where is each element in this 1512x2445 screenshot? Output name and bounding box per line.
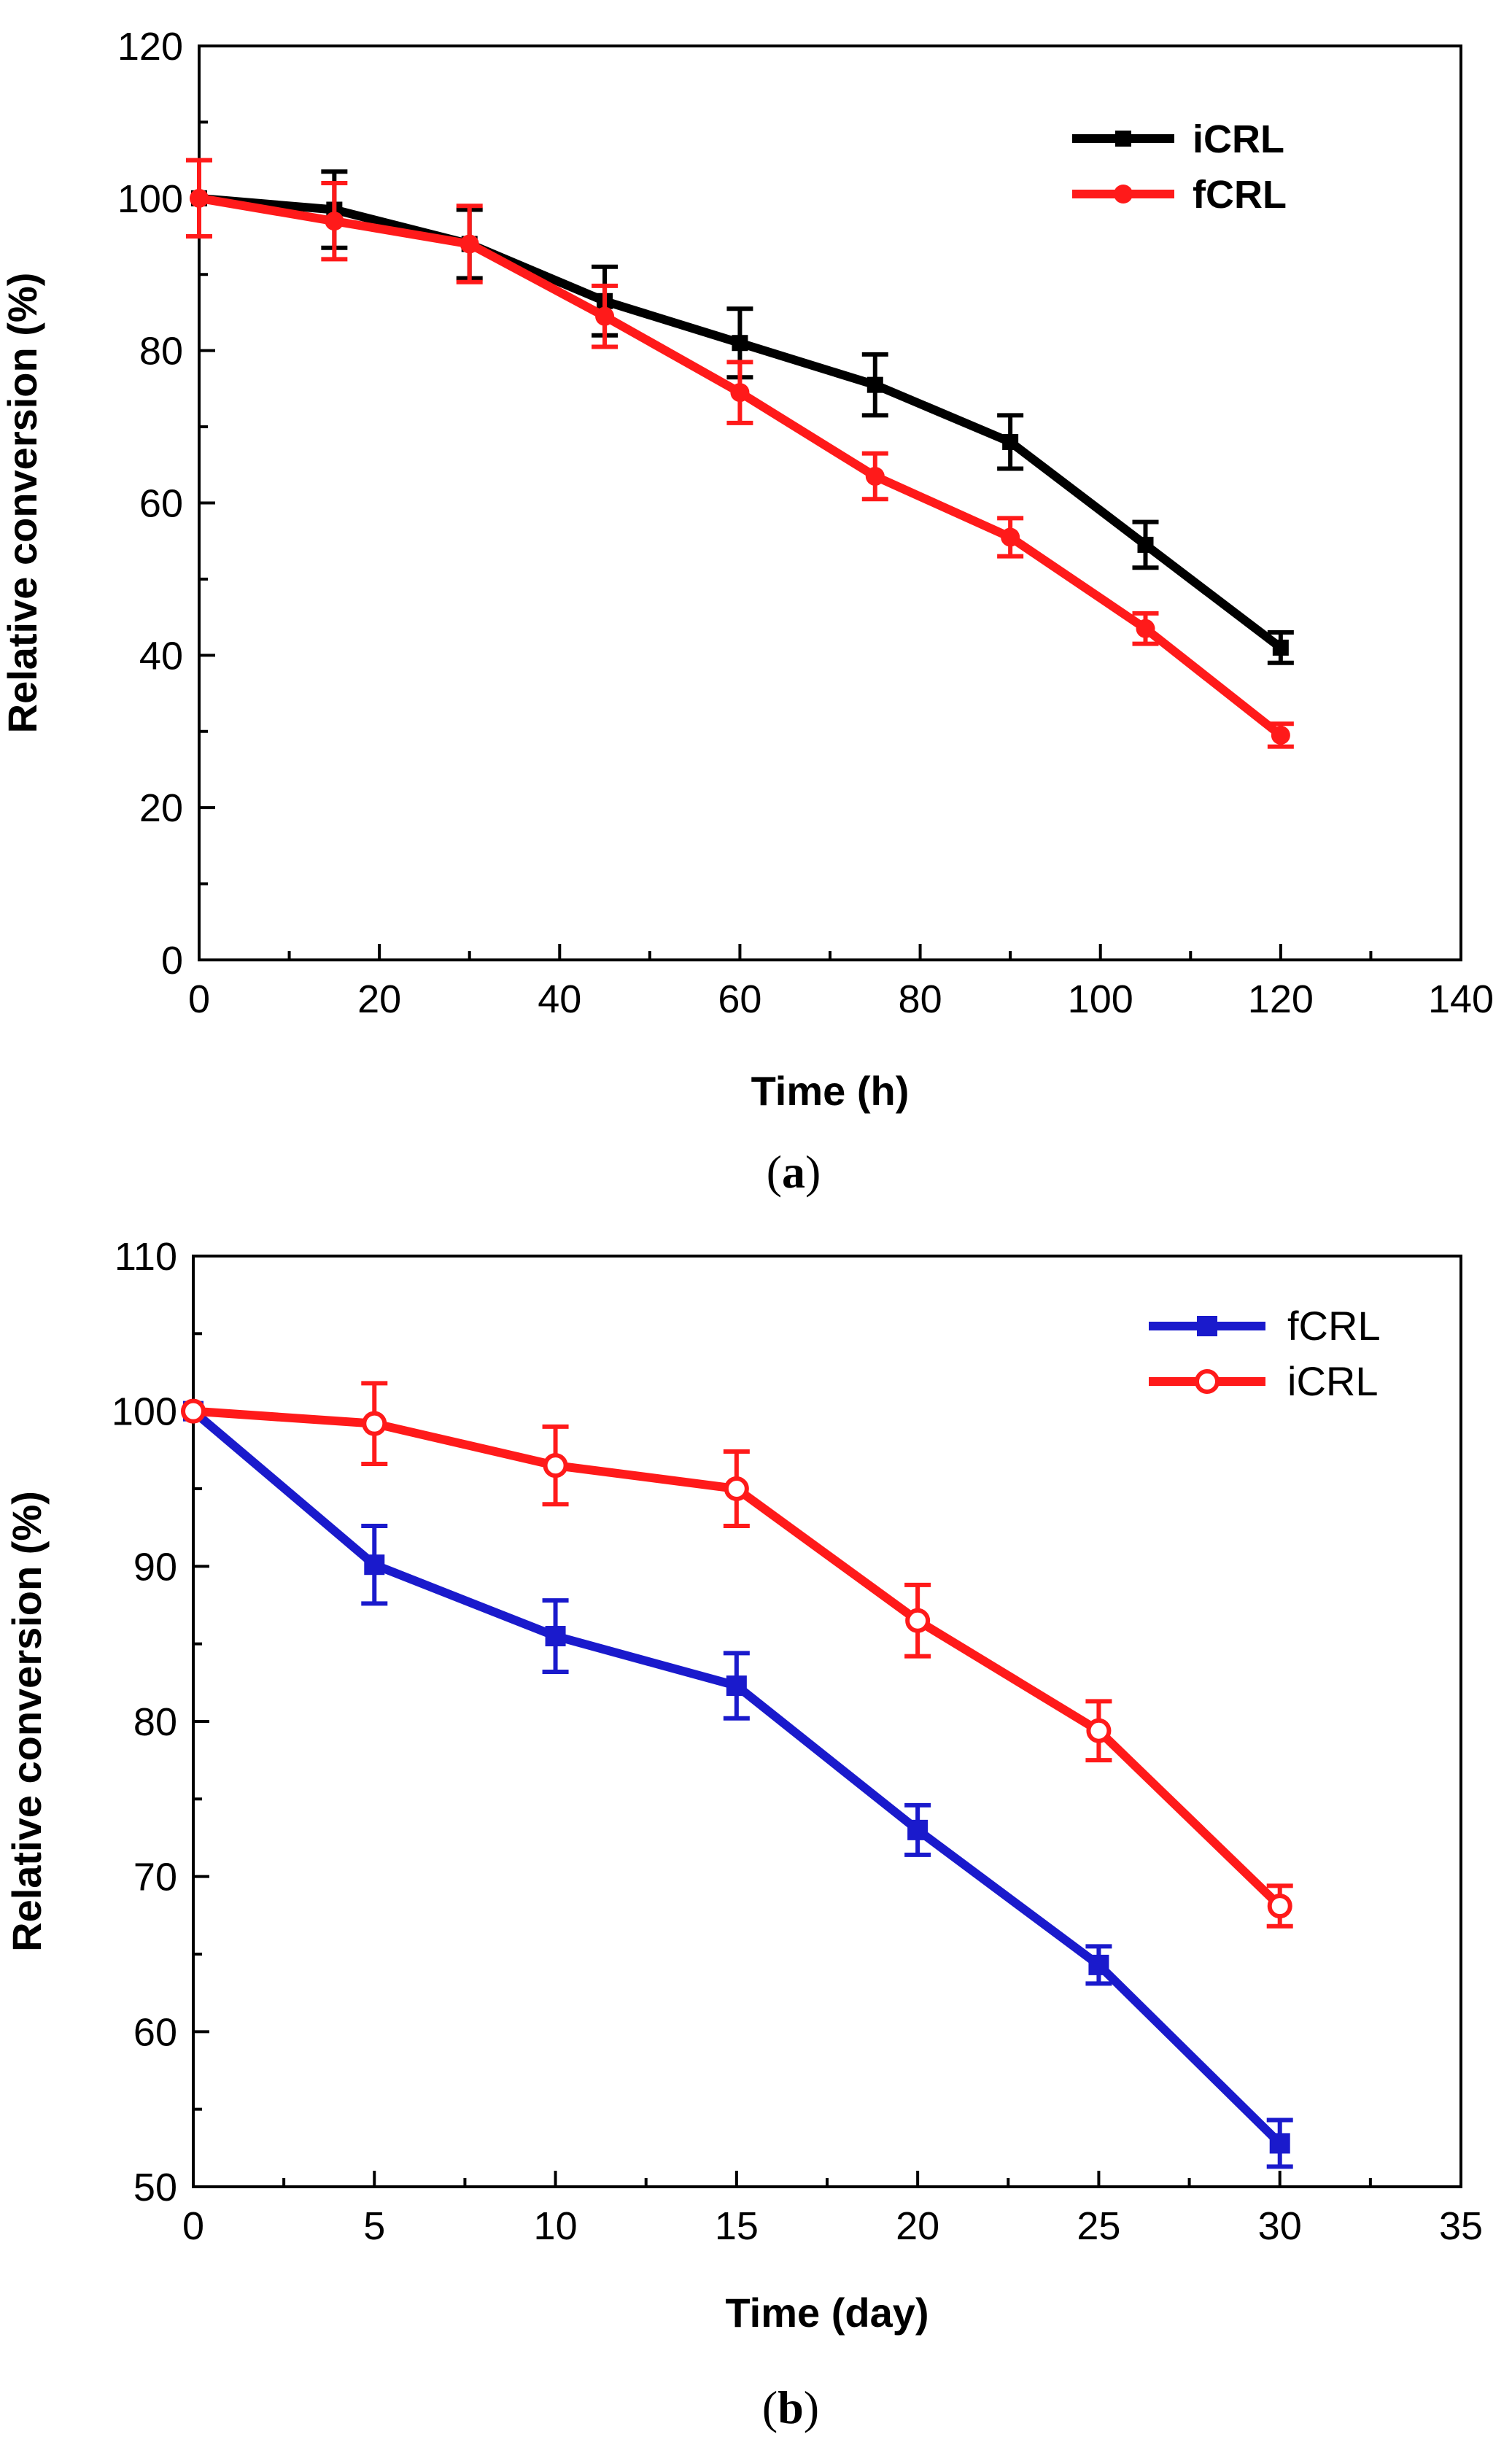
data-point [1267,1894,1292,1919]
data-point [905,1608,931,1633]
legend-entry-fcrl: fCRL [1072,173,1287,217]
data-point [1088,1954,1109,1975]
series-icrl [181,1381,1293,1929]
data-point [325,212,344,231]
data-point [1086,1718,1112,1743]
y-tick-label: 70 [133,1856,177,1899]
legend-entry-fcrl: fCRL [1149,1303,1381,1349]
x-tick-label: 10 [534,2204,578,2248]
x-tick-label: 20 [357,977,401,1021]
series-fcrl [186,158,1294,749]
data-point [1001,527,1020,547]
y-tick-label: 60 [133,2010,177,2054]
plot-frame [192,1255,1462,2188]
data-point [724,1476,749,1501]
chart-a: 0 20 40 60 80 100 120 140 0 20 40 60 80 100 120 Time (h… [0,25,1494,1198]
data-point [1271,725,1290,745]
y-tick-label: 100 [117,177,183,221]
data-point [726,1675,747,1697]
legend-marker [1115,131,1131,147]
x-tick-label: 15 [715,2204,759,2248]
legend-marker [1114,185,1133,204]
x-tick-label: 80 [899,977,942,1021]
x-tick-label: 25 [1077,2204,1120,2248]
data-point [732,335,748,352]
legend-label: fCRL [1287,1303,1381,1349]
y-tick-label: 50 [133,2166,177,2209]
y-tick-label: 120 [117,25,183,69]
legend-entry-icrl: iCRL [1149,1358,1378,1404]
x-tick-label: 60 [718,977,761,1021]
y-tick-label: 80 [139,330,183,373]
panel-letter: b [778,2382,804,2433]
x-tick-label: 35 [1439,2204,1483,2248]
data-point [1002,433,1019,450]
x-tick-label: 5 [363,2204,385,2248]
y-tick-label: 90 [133,1545,177,1589]
y-tick-label: 100 [112,1390,177,1434]
data-point [1272,639,1289,656]
x-tick-label: 40 [538,977,581,1021]
panel-caption: (a) [767,1146,821,1198]
y-tick-label: 110 [115,1235,177,1279]
data-point [460,234,479,254]
x-axis-title: Time (h) [751,1068,910,1114]
data-point [190,188,209,208]
data-point [181,1398,206,1424]
data-point [545,1626,566,1647]
x-tick-label: 30 [1258,2204,1302,2248]
x-tick-label: 120 [1248,977,1314,1021]
x-tick-label: 100 [1068,977,1133,1021]
y-tick-label: 20 [139,786,183,830]
data-point [730,383,750,403]
data-point [543,1453,568,1479]
panel-letter: a [782,1146,805,1198]
y-tick-label: 80 [133,1700,177,1744]
y-axis-title: Relative conversion (%) [0,273,45,734]
x-tick-label: 140 [1428,977,1494,1021]
data-point [907,1819,928,1840]
data-point [865,466,885,486]
legend-marker [1197,1316,1217,1336]
data-point [362,1411,387,1436]
y-tick-label: 60 [139,482,183,526]
data-point [364,1554,385,1576]
x-tick-label: 0 [188,977,210,1021]
legend-label: iCRL [1287,1358,1378,1404]
legend-label: fCRL [1193,173,1287,217]
legend-marker [1195,1369,1220,1394]
series-line [198,193,1284,739]
y-axis-title: Relative conversion (%) [4,1491,50,1952]
data-point [1269,2133,1290,2154]
data-point [595,306,615,326]
data-point [1137,536,1154,553]
x-tick-label: 20 [896,2204,939,2248]
y-tick-label: 40 [139,634,183,678]
y-tick-label: 0 [161,939,183,983]
panel-caption: (b) [762,2382,819,2433]
data-point [1136,619,1155,638]
x-axis-title: Time (day) [725,2290,928,2336]
chart-b: 0 5 10 15 20 25 30 35 50 60 70 80 90 100 110 Time (day)… [4,1235,1483,2433]
legend-label: iCRL [1193,117,1284,161]
legend-entry-icrl: iCRL [1072,117,1284,161]
x-tick-label: 0 [182,2204,204,2248]
series-icrl [191,169,1294,665]
data-point [867,376,883,393]
